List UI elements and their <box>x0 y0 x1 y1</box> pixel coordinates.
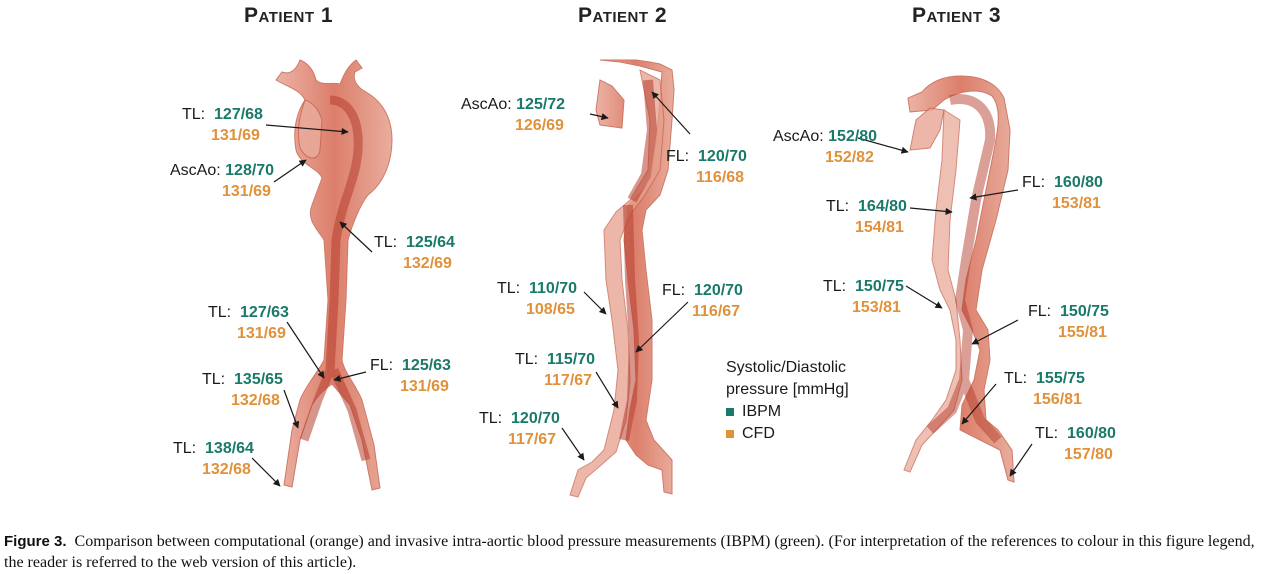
label-p2-tl-1: TL: 110/70 108/65 <box>497 280 578 318</box>
arrow-p1-fl <box>333 371 367 382</box>
label-p2-fl-2: FL: 120/70 116/67 <box>662 282 743 320</box>
arrow-p1-tl-abd <box>286 321 325 379</box>
legend-label-ibpm: IBPM <box>742 403 782 420</box>
arrow-p2-tl <box>583 291 607 315</box>
label-p1-tl-2: TL: 125/64 132/69 <box>374 234 455 272</box>
label-p3-tl-4: TL: 160/80 157/80 <box>1035 425 1116 463</box>
label-p3-tl-3: TL: 155/75 156/81 <box>1004 370 1085 408</box>
arrow-p1-tl-arch <box>265 124 349 136</box>
annotation-arrows <box>251 91 1033 487</box>
label-p3-fl-1: FL: 160/80 153/81 <box>1022 174 1103 212</box>
patient-2-title: Patient 2 <box>578 4 668 27</box>
patient-3-title: Patient 3 <box>912 4 1002 27</box>
legend-label-cfd: CFD <box>742 425 775 442</box>
label-p2-ascao: AscAo: 125/72 126/69 <box>461 96 566 134</box>
arrow-p1-tl-desc <box>339 221 373 253</box>
label-p3-tl-1: TL: 164/80 154/81 <box>826 198 907 236</box>
label-p1-tl-1: TL: 127/68 131/69 <box>182 106 263 144</box>
caption-label: Figure 3. <box>4 533 67 550</box>
arrow-p1-tl-iliac <box>283 389 300 429</box>
arrow-p1-ascao <box>273 159 307 183</box>
label-p3-tl-2: TL: 150/75 153/81 <box>823 278 904 316</box>
arrow-p3-tl-thor <box>909 207 953 215</box>
figure-caption: Figure 3. Comparison between computation… <box>4 531 1274 573</box>
label-p3-ascao: AscAo: 152/80 152/82 <box>773 128 878 166</box>
legend-title-line2: pressure [mmHg] <box>726 381 849 398</box>
label-p1-ascao: AscAo: 128/70 131/69 <box>170 162 275 200</box>
legend-title-line1: Systolic/Diastolic <box>726 359 847 376</box>
label-p2-tl-3: TL: 120/70 117/67 <box>479 410 560 448</box>
arrow-p3-fl-abd <box>971 319 1019 345</box>
label-p1-tl-5: TL: 138/64 132/68 <box>173 440 254 478</box>
arrow-p3-tl-abd <box>905 285 943 309</box>
figure-panel: Patient 1 Patient 2 Patient 3 <box>170 4 1116 498</box>
arrow-p2-tl-abd <box>595 371 619 409</box>
label-p3-fl-2: FL: 150/75 155/81 <box>1028 303 1109 341</box>
arrow-p2-tl-iliac <box>561 427 585 461</box>
arrow-p3-ascao <box>857 137 909 154</box>
patient-2-aorta <box>569 59 675 498</box>
legend-item-ibpm: IBPM <box>726 401 849 423</box>
caption-text: Comparison between computational (orange… <box>4 533 1255 571</box>
legend: Systolic/Diastolic pressure [mmHg] IBPM … <box>726 357 849 445</box>
label-p1-tl-4: TL: 135/65 132/68 <box>202 371 283 409</box>
arrow-p1-tl-distal <box>251 457 281 487</box>
patient-1-title: Patient 1 <box>244 4 334 27</box>
arrow-p2-fl-abd <box>635 301 689 353</box>
arrow-p3-tl-iliac <box>961 383 997 425</box>
label-p1-fl: FL: 125/63 131/69 <box>370 357 451 395</box>
arrow-p2-ascao <box>589 113 609 121</box>
label-p2-tl-2: TL: 115/70 117/67 <box>515 351 596 389</box>
aorta-models <box>275 59 1015 498</box>
legend-swatch-cfd <box>726 430 734 438</box>
legend-item-cfd: CFD <box>726 423 849 445</box>
arrow-p3-fl-thor <box>969 189 1019 201</box>
legend-swatch-ibpm <box>726 408 734 416</box>
arrow-p3-tl-distal <box>1009 443 1033 477</box>
label-p2-fl-1: FL: 120/70 116/68 <box>666 148 747 186</box>
label-p1-tl-3: TL: 127/63 131/69 <box>208 304 289 342</box>
patient-3-aorta <box>903 75 1015 483</box>
arrow-p2-fl-arch <box>651 91 691 135</box>
